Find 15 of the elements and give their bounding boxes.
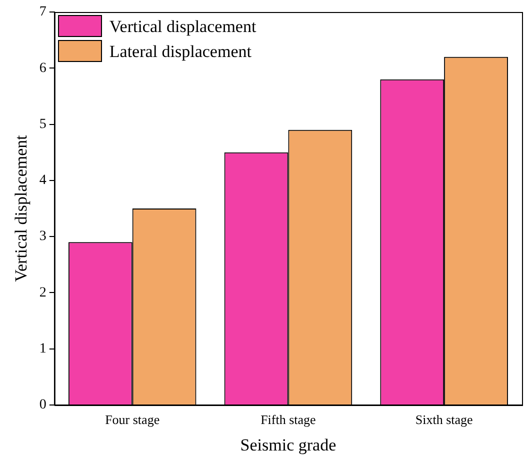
y-tick-label: 5 [39, 116, 46, 132]
x-axis-title: Seismic grade [240, 435, 336, 454]
y-tick-label: 6 [39, 60, 46, 76]
legend-label: Lateral displacement [109, 42, 252, 60]
legend-label: Vertical displacement [109, 16, 256, 36]
x-tick-label: Four stage [105, 412, 160, 428]
y-tick-label: 7 [39, 4, 46, 20]
y-tick-label: 1 [39, 342, 46, 357]
y-tick-label: 4 [39, 173, 46, 188]
x-tick-label: Fifth stage [260, 412, 316, 428]
y-tick-label: 3 [39, 229, 46, 244]
y-tick-label: 0 [39, 398, 46, 413]
y-tick-label: 2 [39, 285, 46, 300]
y-axis-title: Vertical displacement [12, 134, 31, 282]
x-tick-label: Sixth stage [415, 412, 473, 428]
